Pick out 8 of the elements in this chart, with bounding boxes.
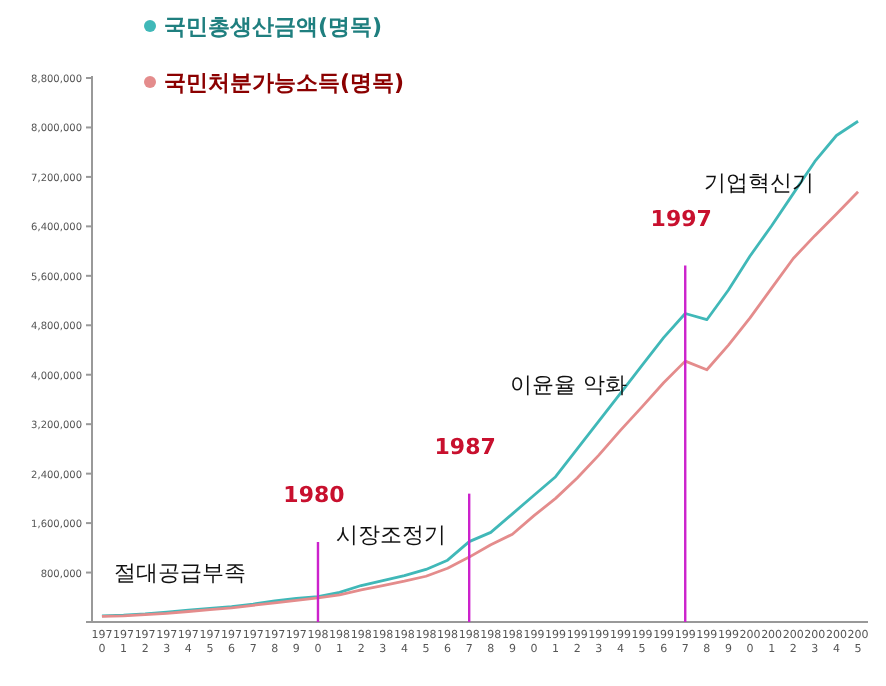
ref-line-label: 1987	[434, 433, 496, 460]
annotation: 시장조정기	[336, 522, 446, 548]
ref-line-label: 1997	[650, 205, 712, 232]
legend-label: 국민총생산금액(명목)	[164, 14, 383, 40]
annotation: 절대공급부족	[114, 560, 246, 586]
legend-label: 국민처분가능소득(명목)	[164, 70, 405, 96]
ref-line-label: 1980	[283, 482, 346, 508]
annotation: 이윤율 악화	[510, 372, 627, 398]
